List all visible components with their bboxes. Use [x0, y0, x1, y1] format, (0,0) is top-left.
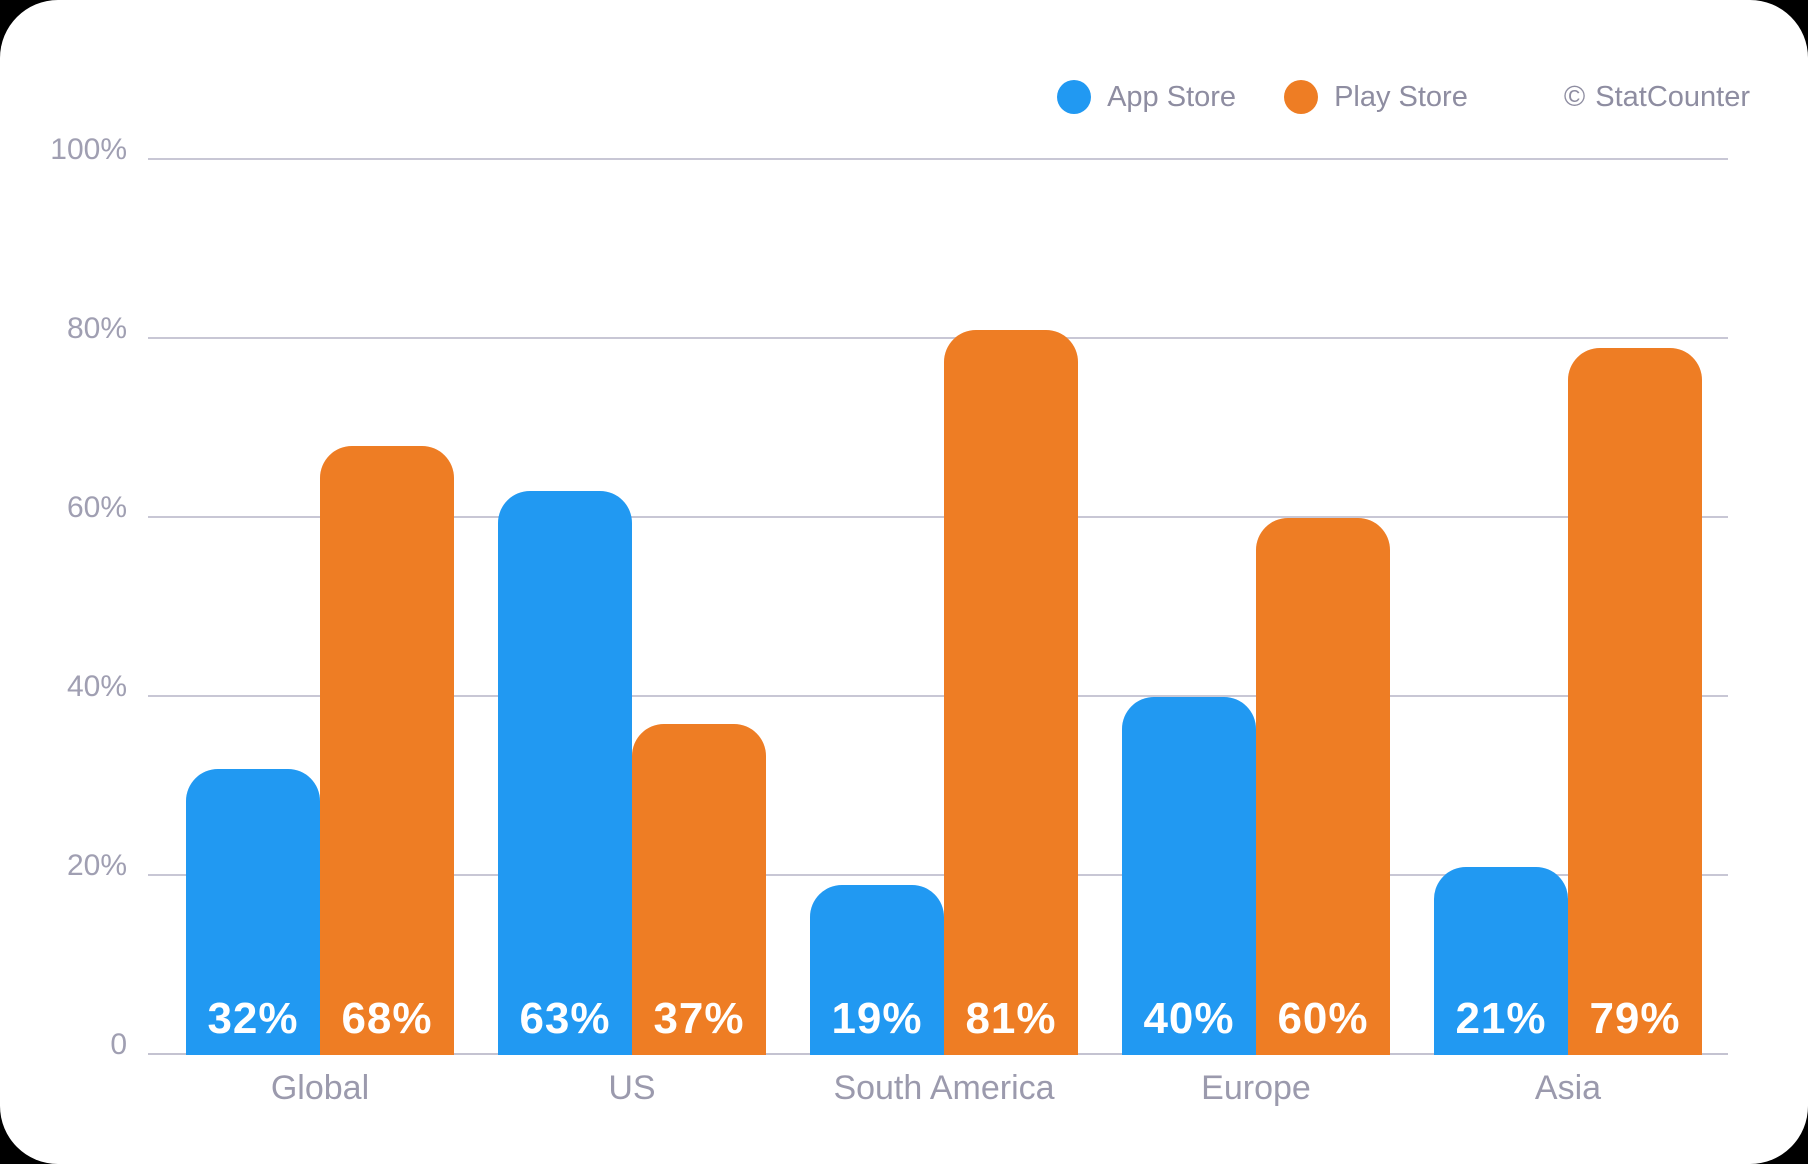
- gridline-60: [148, 516, 1728, 518]
- gridline-40: [148, 695, 1728, 697]
- bar-value-label: 32%: [207, 994, 299, 1043]
- legend: App Store Play Store © StatCounter: [1057, 72, 1750, 122]
- bar-value-label: 37%: [653, 994, 745, 1043]
- x-axis-label-south-america: South America: [833, 1069, 1055, 1107]
- bar-value-label: 79%: [1589, 994, 1681, 1043]
- bar-play-store-global: 68%: [320, 446, 454, 1055]
- bar-play-store-us: 37%: [632, 723, 766, 1055]
- bar-value-label: 19%: [831, 994, 923, 1043]
- bar-groups: 32% 68% Global 63% 37% US 19% 81% South America 4…: [148, 160, 1728, 1107]
- gridline-20: [148, 874, 1728, 876]
- bar-app-store-europe: 40%: [1122, 697, 1256, 1055]
- bar-app-store-asia: 21%: [1434, 867, 1568, 1055]
- bar-play-store-asia: 79%: [1568, 347, 1702, 1055]
- copyright-icon: ©: [1563, 80, 1586, 113]
- bar-group-global: 32% 68% Global: [186, 160, 454, 1107]
- legend-item-app-store: App Store: [1057, 80, 1236, 114]
- bar-app-store-us: 63%: [498, 491, 632, 1055]
- gridline-100: [148, 158, 1728, 160]
- bar-value-label: 63%: [519, 994, 611, 1043]
- copyright: © StatCounter: [1564, 81, 1750, 114]
- y-tick-label: 40%: [66, 670, 127, 703]
- bar-app-store-global: 32%: [186, 768, 320, 1055]
- bar-group-south-america: 19% 81% South America: [810, 160, 1078, 1107]
- x-axis-label-us: US: [608, 1069, 656, 1107]
- bar-group-us: 63% 37% US: [498, 160, 766, 1107]
- legend-item-label: Play Store: [1334, 80, 1468, 113]
- bar-app-store-south-america: 19%: [810, 884, 944, 1055]
- circle-icon: [1284, 80, 1319, 114]
- bar-value-label: 21%: [1455, 994, 1547, 1043]
- legend-items: App Store Play Store: [1057, 80, 1468, 114]
- x-axis-label-global: Global: [270, 1069, 370, 1107]
- y-tick-label: 100%: [50, 133, 127, 166]
- y-tick-label: 20%: [66, 849, 127, 882]
- gridline-80: [148, 337, 1728, 339]
- bar-group-asia: 21% 79% Asia: [1434, 160, 1702, 1107]
- copyright-label: StatCounter: [1595, 80, 1750, 113]
- bar-value-label: 40%: [1143, 994, 1235, 1043]
- bar-value-label: 68%: [341, 994, 433, 1043]
- bar-value-label: 60%: [1277, 994, 1369, 1043]
- y-tick-label: 60%: [66, 491, 127, 524]
- x-axis-label-europe: Europe: [1201, 1069, 1311, 1107]
- circle-icon: [1057, 80, 1092, 114]
- legend-item-label: App Store: [1107, 80, 1237, 113]
- y-tick-label: 80%: [66, 312, 127, 345]
- x-axis-label-asia: Asia: [1534, 1069, 1602, 1107]
- legend-item-play-store: Play Store: [1284, 80, 1468, 114]
- bar-play-store-south-america: 81%: [944, 330, 1078, 1055]
- plot-area: 100% 80% 60% 40% 20% 0 32% 68% Global 63% 37% US 19%…: [50, 135, 1728, 1107]
- y-tick-label: 0: [110, 1028, 127, 1061]
- bar-value-label: 81%: [965, 994, 1057, 1043]
- bar-play-store-europe: 60%: [1256, 518, 1390, 1055]
- bar-group-europe: 40% 60% Europe: [1122, 160, 1390, 1107]
